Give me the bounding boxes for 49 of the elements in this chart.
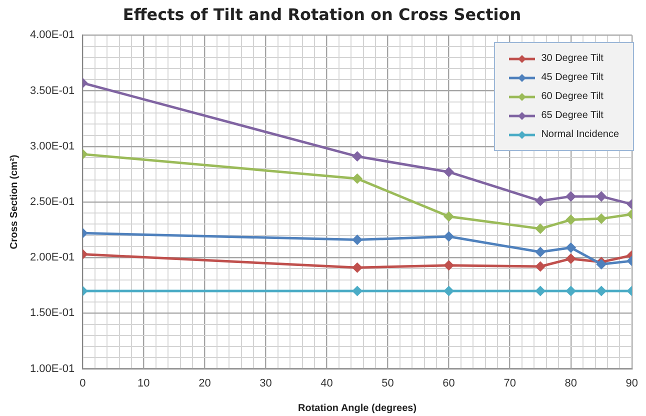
point [444, 260, 454, 270]
y-tick-label: 2.00E-01 [30, 252, 75, 264]
point [566, 254, 576, 264]
x-tick-label: 50 [382, 377, 394, 390]
x-tick-label: 10 [138, 377, 150, 390]
x-tick-label: 60 [442, 377, 455, 390]
x-axis-title: Rotation Angle (degrees) [298, 402, 417, 414]
legend-label: Normal Incidence [541, 129, 619, 140]
y-axis-title: Cross Section (cm²) [8, 154, 20, 250]
chart-title: Effects of Tilt and Rotation on Cross Section [122, 4, 522, 24]
point [352, 286, 362, 296]
point [536, 196, 546, 206]
y-tick-label: 1.50E-01 [30, 307, 75, 320]
point [596, 286, 606, 296]
point [596, 214, 606, 224]
legend-label: 65 Degree Tilt [541, 110, 604, 121]
point [566, 192, 576, 202]
point [536, 247, 546, 257]
point [566, 242, 576, 252]
legend-label: 30 Degree Tilt [541, 53, 604, 64]
y-tick-label: 4.00E-01 [30, 29, 75, 42]
y-tick-label: 1.00E-01 [30, 362, 75, 375]
x-tick-label: 0 [80, 377, 86, 390]
point [596, 260, 606, 270]
point [596, 192, 606, 202]
legend-label: 45 Degree Tilt [541, 72, 604, 83]
x-tick-label: 80 [564, 377, 577, 390]
point [536, 262, 546, 272]
point [444, 286, 454, 296]
x-tick-label: 90 [626, 377, 638, 390]
point [536, 224, 546, 234]
x-tick-label: 40 [320, 377, 333, 390]
x-tick-label: 30 [260, 377, 272, 390]
point [352, 262, 362, 272]
point [566, 286, 576, 296]
point [352, 152, 362, 162]
y-tick-label: 2.50E-01 [30, 196, 75, 208]
point [444, 232, 454, 242]
y-tick-label: 3.00E-01 [30, 140, 75, 152]
x-tick-label: 20 [198, 377, 211, 390]
legend-label: 60 Degree Tilt [541, 91, 604, 102]
point [444, 212, 454, 222]
point [536, 286, 546, 296]
y-tick-label: 3.50E-01 [30, 84, 75, 97]
point [444, 167, 454, 177]
point [352, 174, 362, 184]
x-tick-label: 70 [504, 377, 516, 390]
point [566, 215, 576, 225]
point [352, 235, 362, 245]
